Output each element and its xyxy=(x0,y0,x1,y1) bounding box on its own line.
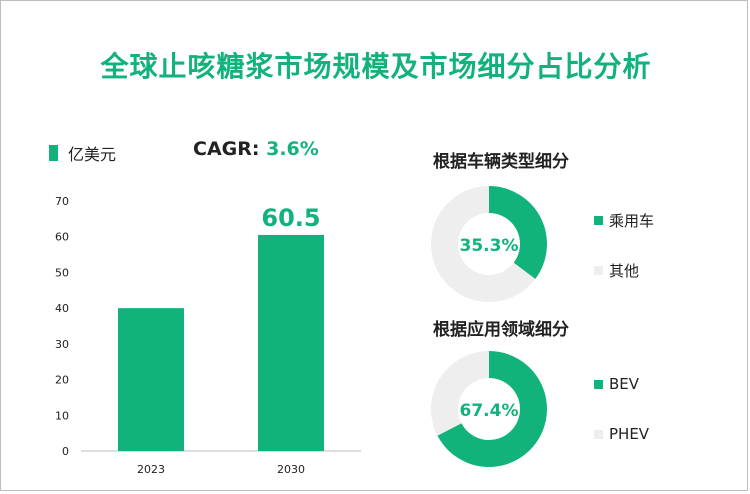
y-tick-label-0: 0 xyxy=(62,445,69,458)
donut-center-label: 35.3% xyxy=(460,236,519,256)
donut1-legend-label-0: 乘用车 xyxy=(609,212,655,230)
bar-legend: 亿美元 xyxy=(49,141,116,165)
donut-chart-application: 67.4% xyxy=(431,351,547,467)
legend-label: 亿美元 xyxy=(68,145,117,164)
y-tick-label-2: 20 xyxy=(55,374,69,387)
donut-slice-乘用车 xyxy=(489,186,547,279)
cagr-text: CAGR: xyxy=(193,138,260,160)
donut2-legend-label-0: BEV xyxy=(609,375,640,393)
donut1-legend-label-1: 其他 xyxy=(609,262,640,280)
y-tick-label-3: 30 xyxy=(55,338,69,351)
donut2-legend-item-1: PHEV xyxy=(594,425,649,443)
donut1-legend-swatch-1 xyxy=(594,266,603,275)
donut2-legend-item-0: BEV xyxy=(594,375,639,393)
donut-center-label: 67.4% xyxy=(460,401,519,421)
legend-swatch xyxy=(49,145,58,161)
donut-chart-vehicle: 35.3% xyxy=(431,186,547,302)
donut-slice-其他 xyxy=(431,186,536,302)
cagr-value: 3.6% xyxy=(266,138,319,160)
bar-2023 xyxy=(118,308,184,451)
donut2-legend-swatch-1 xyxy=(594,429,603,439)
bar-2030 xyxy=(258,234,324,451)
y-tick-label-5: 50 xyxy=(55,266,69,279)
donut1-legend-item-1: 其他 xyxy=(594,260,639,281)
data-label-2030: 60.5 xyxy=(261,204,320,232)
donut1-title: 根据车辆类型细分 xyxy=(433,152,569,172)
y-tick-label-4: 40 xyxy=(55,302,69,315)
donut2-title: 根据应用领域细分 xyxy=(433,320,569,340)
y-tick-label-7: 70 xyxy=(55,195,69,208)
x-tick-label-1: 2030 xyxy=(277,463,305,476)
cagr-label: CAGR: 3.6% xyxy=(193,138,319,160)
y-tick-label-6: 60 xyxy=(55,231,69,244)
donut-slice-BEV xyxy=(437,351,547,467)
y-tick-label-1: 10 xyxy=(55,409,69,422)
donut2-legend-swatch-0 xyxy=(594,379,603,389)
donut-slice-PHEV xyxy=(431,351,489,436)
page-title: 全球止咳糖浆市场规模及市场细分占比分析 xyxy=(100,50,652,83)
donut2-legend-label-1: PHEV xyxy=(609,425,650,443)
donut1-legend-swatch-0 xyxy=(594,216,603,225)
x-tick-label-0: 2023 xyxy=(137,463,165,476)
donut1-legend-item-0: 乘用车 xyxy=(594,210,654,231)
